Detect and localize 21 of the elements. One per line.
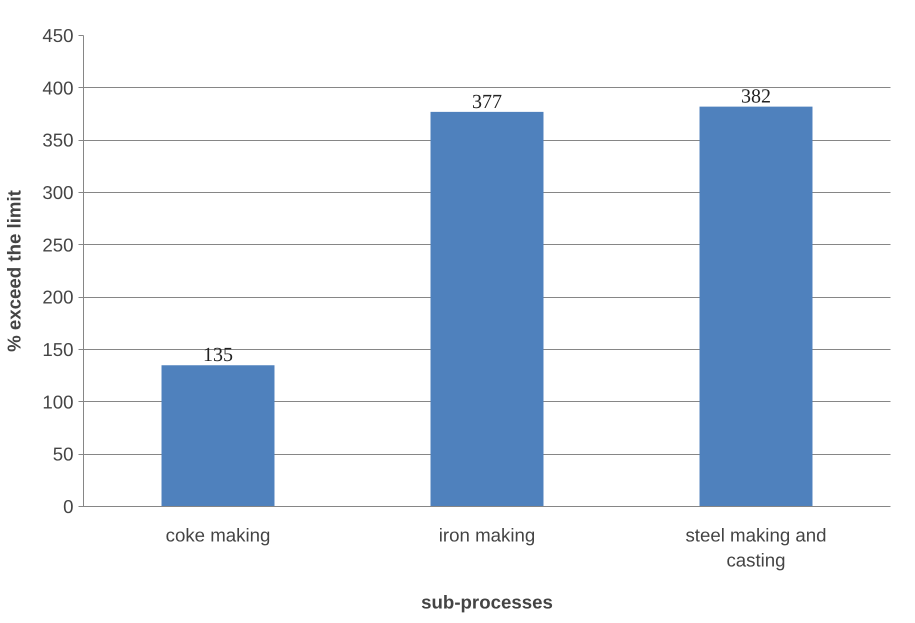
x-tick-label: steel making and casting xyxy=(685,524,827,571)
data-label: 382 xyxy=(741,86,771,108)
y-tick-label: 0 xyxy=(63,496,74,517)
x-tick-label: iron making xyxy=(438,524,536,546)
bar xyxy=(700,106,812,506)
y-tick-label: 400 xyxy=(42,77,74,98)
x-axis-title: sub-processes xyxy=(421,592,553,613)
y-tick-label: 150 xyxy=(42,339,74,360)
y-tick-label: 50 xyxy=(52,444,74,465)
y-tick-label: 300 xyxy=(42,182,74,203)
y-tick-label: 100 xyxy=(42,391,74,412)
data-label: 135 xyxy=(203,344,233,366)
y-tick-label: 450 xyxy=(42,25,74,46)
y-tick-label: 350 xyxy=(42,130,74,151)
y-axis-title: % exceed the limit xyxy=(3,190,24,352)
data-label: 377 xyxy=(472,90,502,113)
y-tick-label: 200 xyxy=(42,286,74,308)
bar xyxy=(162,365,274,506)
y-tick-label: 250 xyxy=(42,234,74,256)
x-tick-label: coke making xyxy=(166,524,270,546)
bar xyxy=(430,112,544,506)
